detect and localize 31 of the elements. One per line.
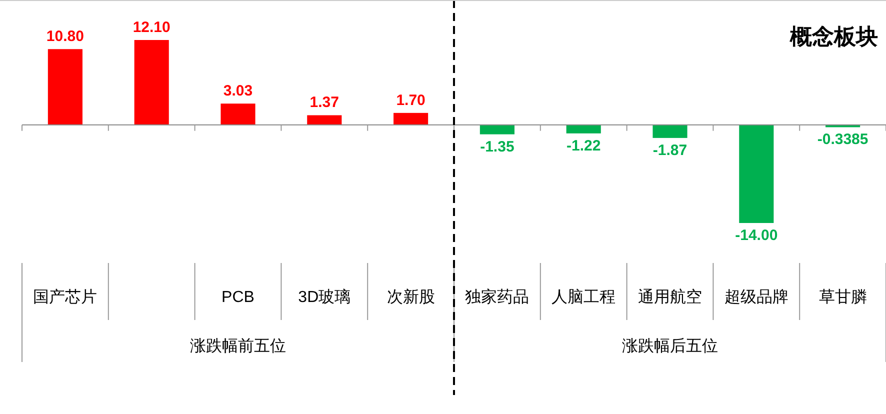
chart-title: 概念板块	[789, 24, 878, 49]
x-tick-label: 人脑工程	[552, 288, 616, 306]
data-label: -1.35	[480, 138, 514, 156]
data-label: 1.37	[310, 94, 339, 112]
bar	[134, 40, 169, 125]
x-tick-label: 次新股	[386, 288, 435, 306]
x-tick-label: 通用航空	[638, 288, 702, 306]
data-label: -1.87	[652, 142, 688, 159]
data-label: 12.10	[132, 19, 170, 36]
bar	[739, 124, 774, 223]
data-label: 1.70	[396, 92, 426, 109]
x-tick-label: 独家药品	[465, 288, 530, 306]
data-label: -14.00	[735, 227, 778, 244]
x-tick-label: 超级品牌	[724, 288, 788, 306]
x-tick-label: PCB	[222, 289, 254, 306]
bar	[394, 112, 428, 125]
bar	[566, 124, 601, 134]
data-label: -0.3385	[817, 131, 868, 148]
bar	[652, 124, 688, 138]
text: 涨跌幅前五位	[190, 337, 286, 355]
bar	[48, 49, 82, 125]
x-tick-label: 草甘膦	[818, 288, 867, 306]
bar	[480, 124, 514, 134]
data-label: 3.03	[223, 82, 253, 100]
bar	[220, 104, 256, 125]
x-tick-label: 3D玻璃	[298, 288, 351, 306]
data-label: 10.80	[46, 28, 84, 46]
text: 涨跌幅后五位	[622, 337, 718, 355]
data-label: -1.22	[566, 137, 601, 154]
x-tick-label: 国产芯片	[33, 288, 98, 306]
bar	[307, 115, 342, 125]
